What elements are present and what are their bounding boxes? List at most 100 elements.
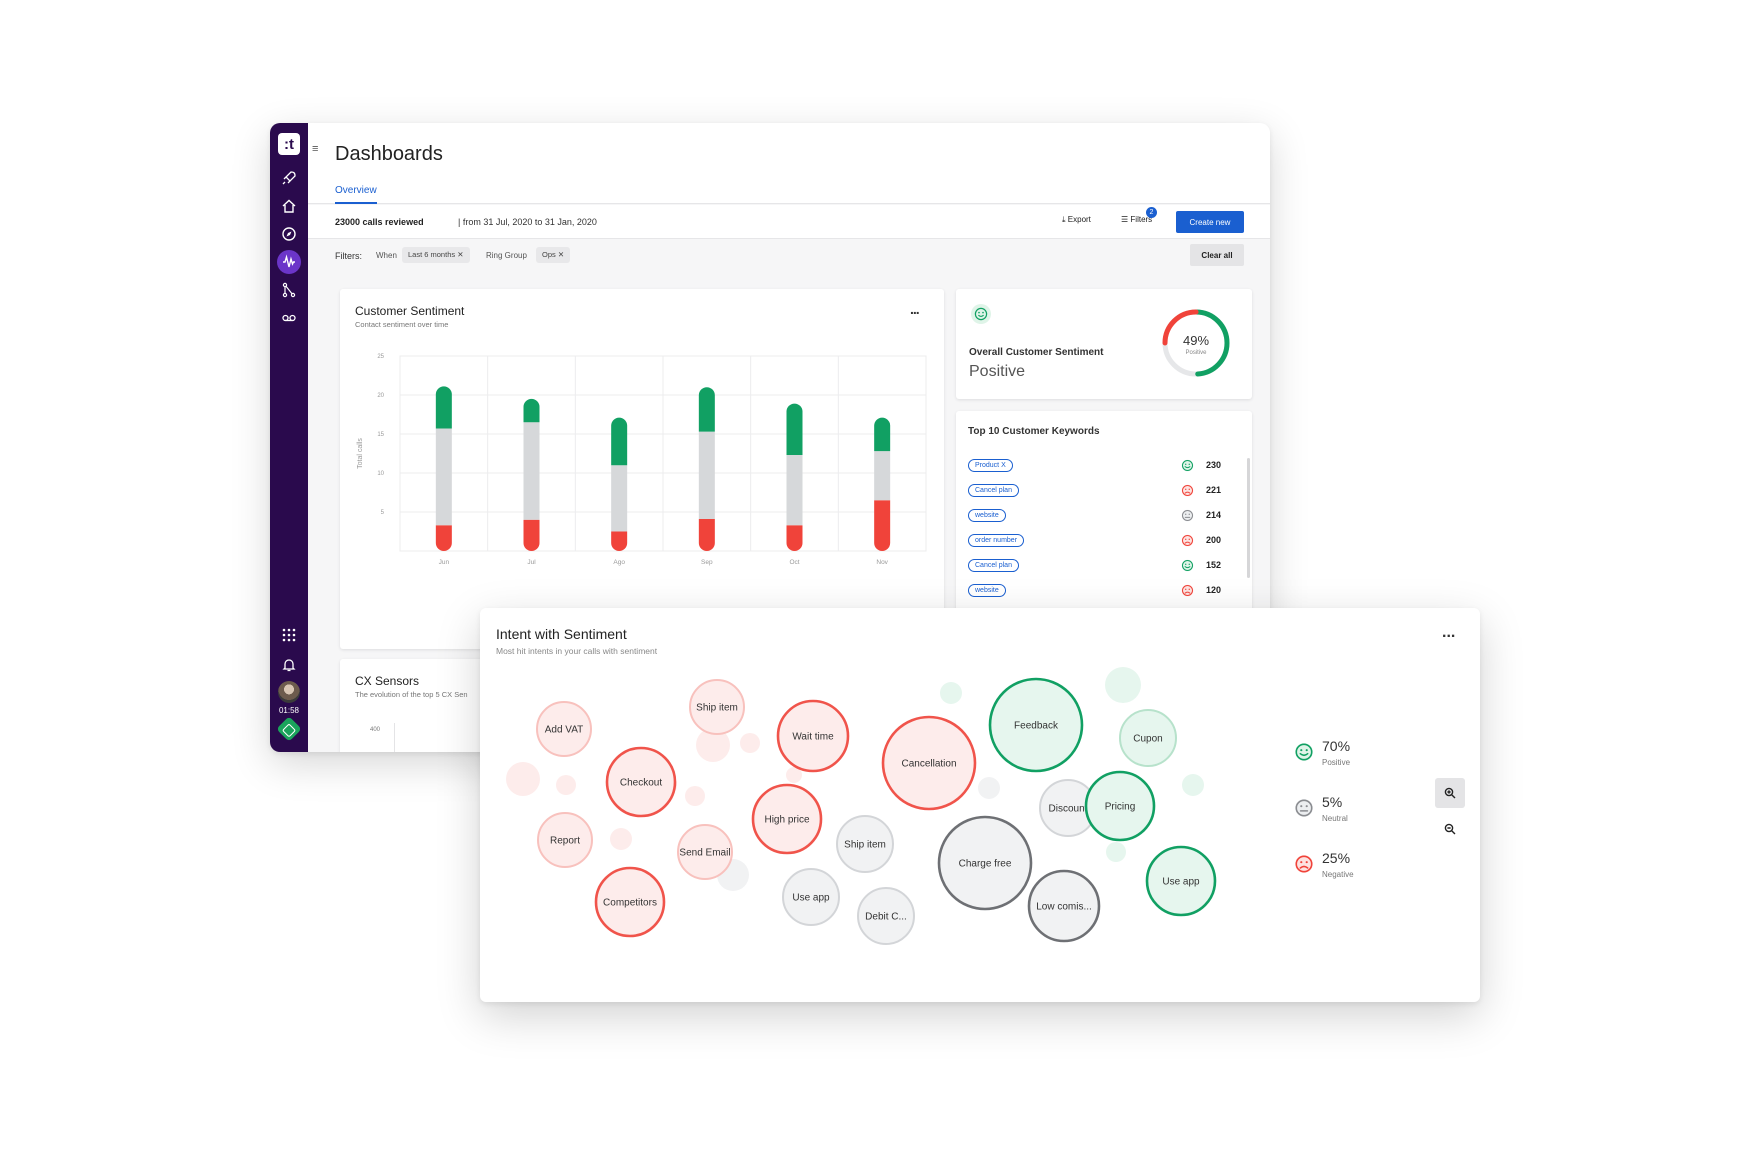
bar-stack[interactable] [786, 403, 803, 551]
app-logo[interactable]: :t [278, 133, 300, 155]
bar-stack[interactable] [874, 417, 891, 551]
page-header: ≡ Dashboards Overview [308, 123, 1270, 204]
bubble-circle [689, 679, 745, 735]
close-icon[interactable]: ✕ [557, 250, 565, 259]
intent-bubble[interactable]: Send Email [677, 824, 733, 880]
positive-face-icon [1181, 459, 1194, 472]
intent-bubble[interactable]: Ship item [689, 679, 745, 735]
keyword-chip[interactable]: Cancel plan [968, 559, 1019, 572]
menu-icon[interactable]: ≡ [312, 143, 319, 155]
bell-icon[interactable] [277, 653, 301, 677]
keyword-chip[interactable]: website [968, 584, 1006, 597]
intent-bubble[interactable]: Cancellation [881, 715, 977, 811]
intent-bubble[interactable]: Competitors [594, 866, 666, 938]
bubble-label: Report [550, 836, 580, 847]
voicemail-icon[interactable] [277, 306, 301, 330]
waveform-icon[interactable] [277, 250, 301, 274]
bar-segment-positive [786, 403, 803, 456]
bar-stack[interactable] [435, 386, 452, 551]
status-icon[interactable] [276, 716, 302, 742]
intent-bubble[interactable]: Add VAT [536, 701, 592, 757]
bubble-circle [881, 715, 977, 811]
close-icon[interactable]: ✕ [457, 250, 464, 259]
intent-bubble[interactable]: Use app [1145, 845, 1217, 917]
keyword-row[interactable]: Cancel plan 152 [968, 557, 1228, 575]
keyword-row[interactable]: order number 200 [968, 532, 1228, 550]
zoom-in-button[interactable] [1435, 778, 1465, 808]
bar-segment-positive [523, 398, 540, 423]
date-range: | from 31 Jul, 2020 to 31 Jan, 2020 [458, 217, 597, 227]
intent-bubble[interactable]: Report [537, 812, 593, 868]
filter-chip-when[interactable]: Last 6 months ✕ [402, 247, 470, 263]
intent-bubble[interactable]: High price [751, 783, 823, 855]
bubble-circle [1119, 709, 1177, 767]
clear-all-button[interactable]: Clear all [1190, 244, 1244, 266]
keyword-row[interactable]: website 120 [968, 582, 1228, 600]
intent-bubble[interactable]: Cupon [1119, 709, 1177, 767]
flow-icon[interactable] [277, 278, 301, 302]
card-subtitle: Contact sentiment over time [355, 320, 449, 329]
positive-face-icon [1294, 742, 1314, 762]
bar-segment-negative [786, 525, 803, 551]
main-area: ≡ Dashboards Overview 23000 calls review… [308, 123, 1270, 752]
background-bubble [610, 828, 632, 850]
positive-face-icon [1295, 743, 1313, 761]
keyword-chip[interactable]: Cancel plan [968, 484, 1019, 497]
tab-overview[interactable]: Overview [335, 185, 377, 204]
negative-face-icon [1181, 584, 1194, 597]
intent-bubble[interactable]: Charge free [937, 815, 1033, 911]
background-bubble [978, 777, 1000, 799]
intent-bubble[interactable]: Wait time [776, 699, 850, 773]
negative-face-icon [1181, 584, 1194, 597]
filters-button[interactable]: ☰ Filters [1121, 215, 1152, 224]
avatar[interactable] [278, 681, 300, 703]
keyword-chip[interactable]: Product X [968, 459, 1013, 472]
compass-icon[interactable] [277, 222, 301, 246]
keyword-row[interactable]: Cancel plan 221 [968, 482, 1228, 500]
bubble-circle [857, 887, 915, 945]
background-bubble [1106, 842, 1126, 862]
keyword-row[interactable]: website 214 [968, 507, 1228, 525]
more-options-button[interactable]: ... [1442, 624, 1456, 641]
rocket-icon[interactable] [277, 166, 301, 190]
bubble-circle [605, 746, 677, 818]
legend-label: Neutral [1322, 814, 1348, 823]
bar-stack[interactable] [698, 387, 715, 551]
filter-icon: ☰ [1121, 215, 1129, 224]
export-label: Export [1067, 215, 1091, 224]
negative-face-icon [1181, 534, 1194, 547]
bar-stack[interactable] [523, 398, 540, 551]
keyword-chip[interactable]: order number [968, 534, 1025, 547]
intent-bubble[interactable]: Checkout [605, 746, 677, 818]
keyword-count: 200 [1206, 535, 1222, 545]
intent-bubble[interactable]: Feedback [988, 677, 1084, 773]
intent-bubble[interactable]: Low comis... [1027, 869, 1101, 943]
scrollbar[interactable] [1247, 458, 1250, 578]
keyword-count: 152 [1206, 560, 1222, 570]
apps-grid-icon[interactable] [277, 623, 301, 647]
more-options-button[interactable]: ... [910, 301, 920, 317]
intent-bubble[interactable]: Pricing [1084, 770, 1156, 842]
keyword-row[interactable]: Product X 230 [968, 457, 1228, 475]
bubble-label: Ship item [844, 840, 886, 851]
intent-bubble[interactable]: Ship item [836, 815, 894, 873]
create-new-button[interactable]: Create new [1176, 211, 1244, 233]
background-bubble [940, 682, 962, 704]
donut-negative-arc [1162, 309, 1230, 377]
keyword-chip[interactable]: website [968, 509, 1006, 522]
intent-bubble[interactable]: Debit C... [857, 887, 915, 945]
bubble-label: Feedback [1014, 721, 1059, 732]
intent-bubble[interactable]: Use app [782, 868, 840, 926]
x-tick-label: Jun [439, 559, 450, 566]
overall-sentiment-title: Overall Customer Sentiment [969, 347, 1104, 358]
bubble-circle [1084, 770, 1156, 842]
filter-chip-ring-group[interactable]: Ops ✕ [536, 247, 571, 263]
export-button[interactable]: ⤓ Export [1062, 215, 1091, 225]
home-icon[interactable] [277, 194, 301, 218]
bar-segment-positive [698, 387, 715, 432]
zoom-out-button[interactable] [1435, 814, 1465, 844]
background-bubble [685, 786, 705, 806]
y-tick-label: 25 [377, 354, 384, 360]
bar-stack[interactable] [611, 417, 628, 551]
bubble-circle [1027, 869, 1101, 943]
